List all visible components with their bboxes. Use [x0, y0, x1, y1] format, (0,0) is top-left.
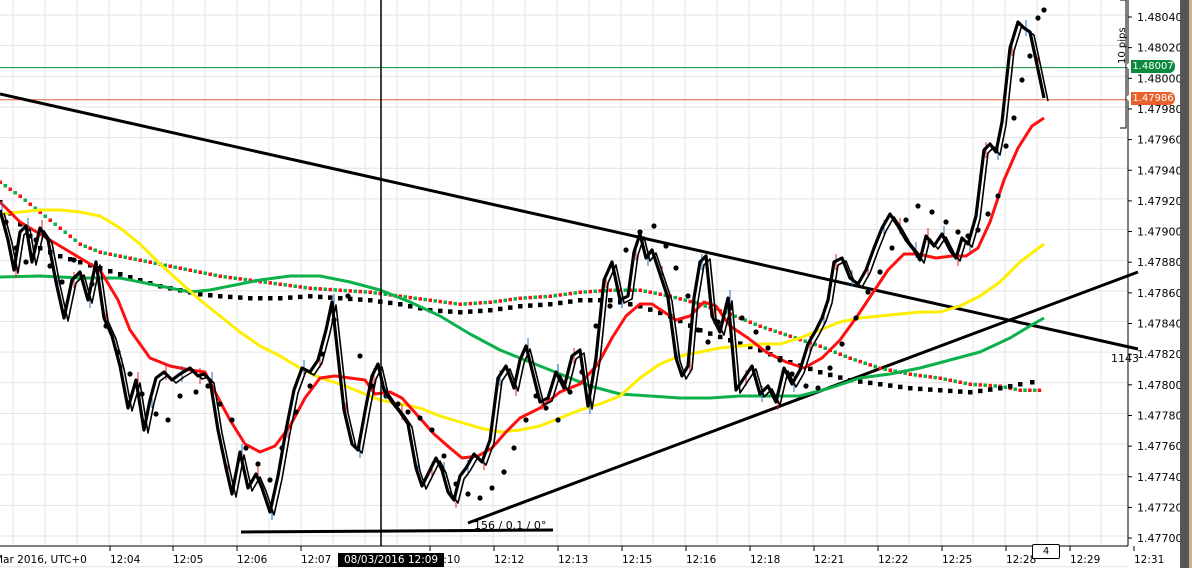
price-tick-label: 1.47720 — [1137, 501, 1183, 514]
trendlines[interactable] — [0, 92, 1139, 534]
trendline-label-1143: 1143 — [1111, 352, 1139, 365]
time-tick-label: Mar 2016, UTC+0 — [0, 554, 87, 566]
ascending-support[interactable] — [467, 270, 1139, 525]
crosshair-time-label: 08/03/2016 12:09 — [338, 553, 445, 567]
time-tick-label: 12:05 — [173, 554, 204, 566]
price-axis[interactable]: 1.48040 1.48020 1.48000 1.47980 1.47960 1.479… — [1128, 11, 1183, 545]
time-tick-label: 12:06 — [237, 554, 268, 566]
price-tick-label: 1.47800 — [1137, 379, 1183, 392]
time-tick-label: 12:18 — [750, 554, 781, 566]
time-tick-label: 12:13 — [558, 554, 589, 566]
price-tick-label: 1.48020 — [1137, 42, 1183, 55]
price-close-shadow — [3, 24, 1049, 516]
time-tick-label: 12:16 — [686, 554, 717, 566]
time-tick-label: 12:28 — [1006, 554, 1037, 566]
price-tick-label: 1.47840 — [1137, 318, 1183, 331]
price-tag-orange: 1.47986 — [1126, 92, 1175, 105]
pips-label: 10 pips — [1117, 27, 1128, 64]
price-tick-label: 1.47900 — [1137, 226, 1183, 239]
price-tick-label: 1.47980 — [1137, 103, 1183, 116]
trendline-label-angle: 156 / 0.1 / 0° — [474, 519, 546, 532]
scrollbar-edge — [1189, 0, 1192, 568]
price-close — [0, 20, 1046, 514]
ma-green — [0, 274, 1045, 400]
price-tick-label: 1.47740 — [1137, 471, 1183, 484]
chart-series — [0, 7, 1049, 520]
price-tick-label: 1.47920 — [1137, 195, 1183, 208]
price-level-lines — [0, 67, 1128, 101]
price-tick-label: 1.47940 — [1137, 164, 1183, 177]
ma-red — [0, 116, 1045, 460]
price-tag-green: 1.48007 — [1126, 60, 1175, 73]
price-tick-label: 1.47780 — [1137, 409, 1183, 422]
time-tick-label: 12:21 — [814, 554, 845, 566]
time-axis-ticks — [109, 546, 1135, 551]
chart-grid — [0, 0, 1128, 568]
ma-yellow — [0, 208, 1045, 434]
price-tick-label: 1.47860 — [1137, 287, 1183, 300]
time-tick-label: 12:04 — [110, 554, 141, 566]
pips-ruler — [1120, 0, 1127, 129]
price-tick-label: 1.48040 — [1137, 11, 1183, 24]
time-tick-label: 12:25 — [942, 554, 973, 566]
price-tick-label: 1.47820 — [1137, 348, 1183, 361]
time-tick-label: 12:31 — [1134, 554, 1165, 566]
price-tick-label: 1.47880 — [1137, 256, 1183, 269]
price-tick-label: 1.48000 — [1137, 72, 1183, 85]
price-tick-label: 1.47700 — [1137, 532, 1183, 545]
right-panel-scrollbar[interactable] — [1180, 0, 1192, 568]
price-tick-label: 1.47760 — [1137, 440, 1183, 453]
time-tick-label: 12:29 — [1070, 554, 1101, 566]
time-tick-label: 12:22 — [878, 554, 909, 566]
price-tick-label: 1.47960 — [1137, 134, 1183, 147]
time-tick-label: 12:07 — [301, 554, 332, 566]
horizontal-base[interactable] — [240, 528, 554, 534]
time-tick-label: 12:12 — [494, 554, 525, 566]
descending-resistance[interactable] — [0, 92, 1139, 351]
bar-count-badge[interactable]: 4 — [1032, 544, 1060, 559]
time-tick-label: 12:15 — [622, 554, 653, 566]
